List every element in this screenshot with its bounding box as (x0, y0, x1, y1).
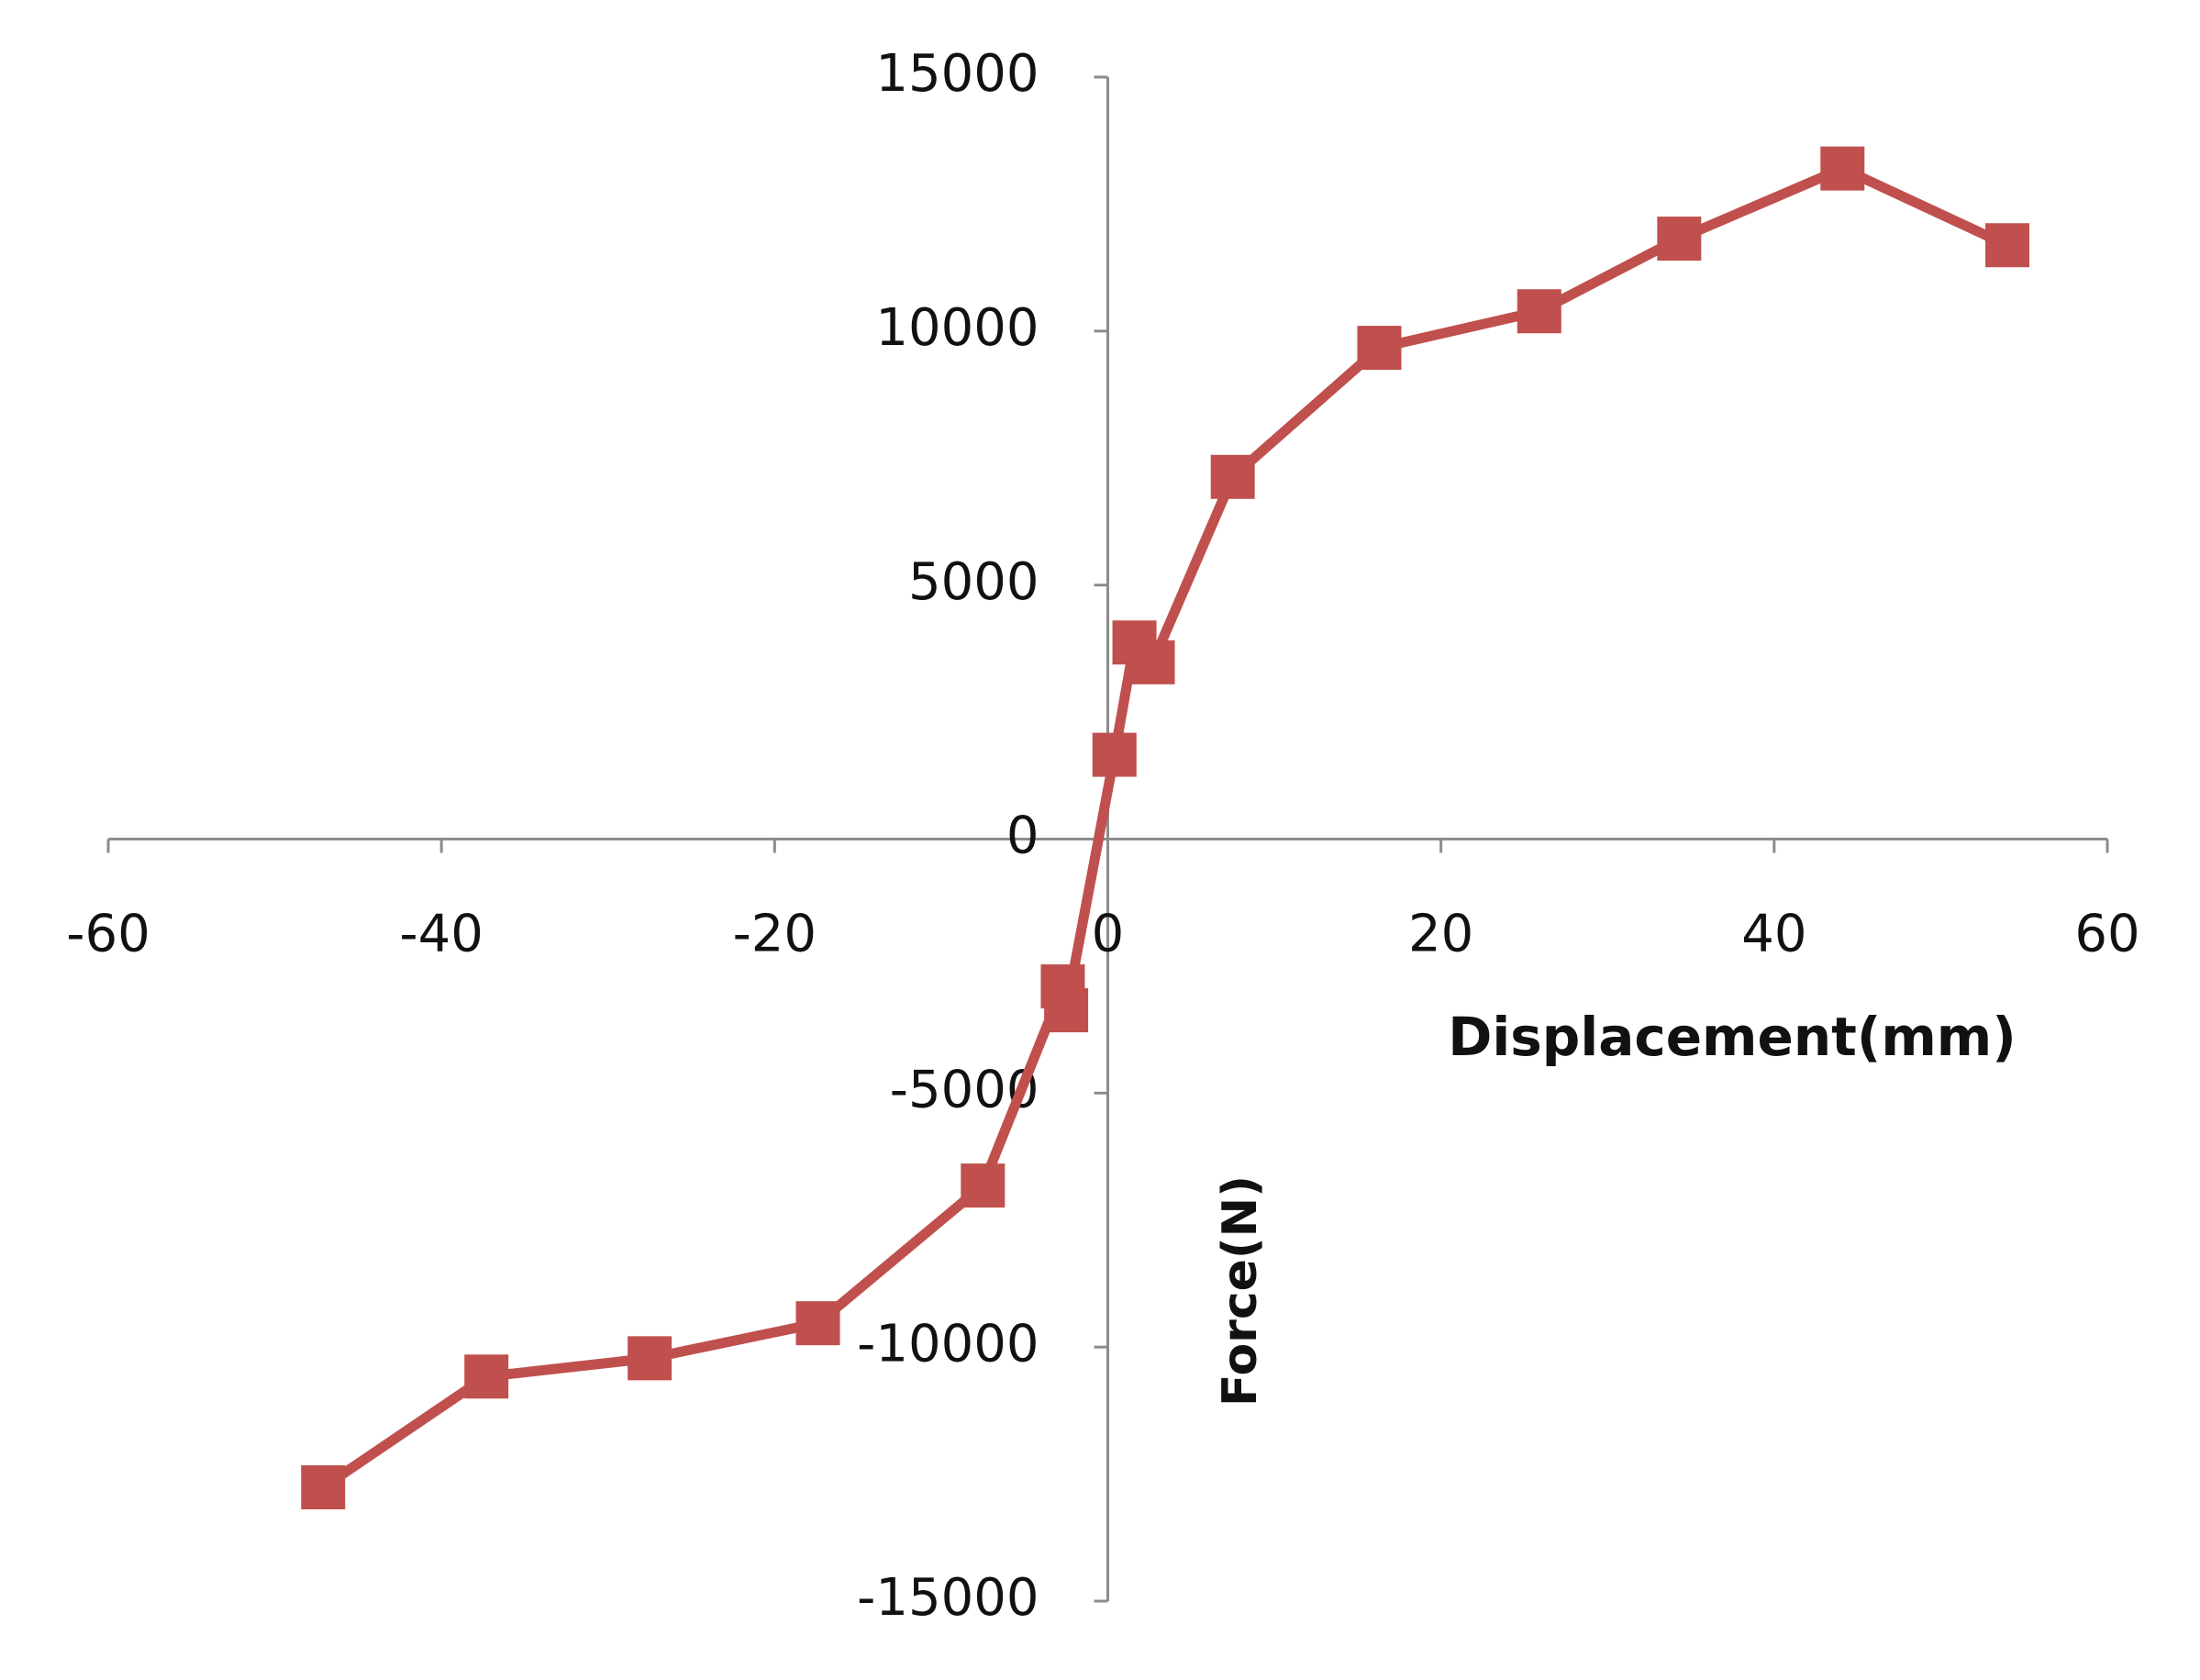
data-point (1044, 988, 1089, 1033)
data-point (1130, 640, 1175, 684)
y-tick-label: 5000 (908, 552, 1039, 612)
y-tick-label: 15000 (875, 44, 1039, 104)
x-tick-label: 60 (2074, 905, 2139, 964)
data-point (1985, 223, 2030, 268)
y-axis-title: Force(N) (1213, 1175, 1268, 1407)
data-point (1092, 732, 1137, 777)
data-point (1820, 146, 1865, 191)
data-point (795, 1301, 840, 1346)
x-tick-label: -20 (733, 905, 817, 964)
data-point (961, 1163, 1006, 1208)
data-point (301, 1464, 346, 1509)
data-point (464, 1354, 509, 1399)
data-point (1357, 326, 1402, 371)
y-tick-label: 10000 (875, 298, 1039, 358)
y-tick-label: -10000 (857, 1314, 1039, 1374)
data-point (628, 1336, 672, 1381)
series-line (320, 163, 2010, 1492)
x-tick-label: -40 (399, 905, 483, 964)
data-point (1517, 289, 1561, 334)
x-tick-label: 0 (1092, 905, 1125, 964)
data-point (1657, 217, 1702, 261)
data-point (1210, 454, 1255, 499)
x-tick-label: -60 (66, 905, 150, 964)
x-tick-label: 20 (1408, 905, 1473, 964)
y-tick-label: 0 (1006, 807, 1039, 866)
x-tick-label: 40 (1741, 905, 1806, 964)
y-tick-label: -15000 (857, 1568, 1039, 1628)
x-axis-title: Displacement(mm) (1448, 1006, 2016, 1068)
